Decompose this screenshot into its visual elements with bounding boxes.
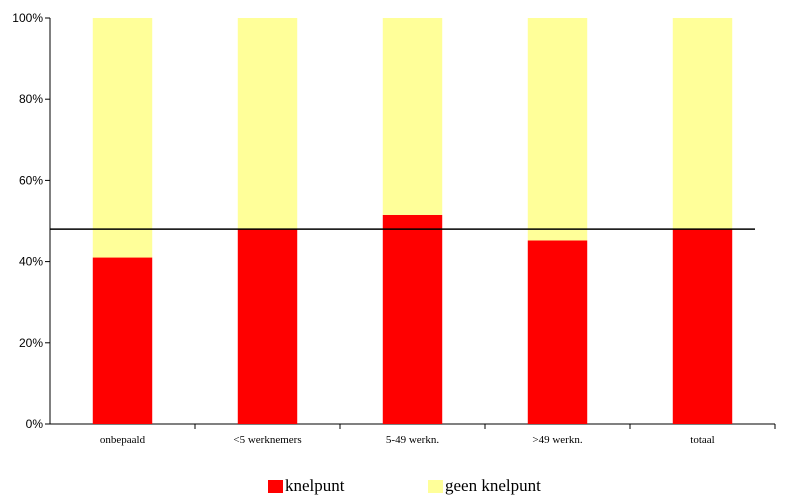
x-tick-label: onbepaald	[100, 434, 146, 446]
y-tick-label: 20%	[19, 336, 43, 350]
bar-knelpunt	[382, 214, 443, 424]
bar-geen-knelpunt	[237, 18, 298, 230]
legend: knelpunt geen knelpunt	[268, 476, 541, 495]
x-tick-label: <5 werknemers	[233, 434, 301, 446]
bar-geen-knelpunt	[382, 18, 443, 215]
y-axis-ticks: 0% 20% 40% 60% 80% 100%	[12, 11, 50, 431]
y-tick-label: 60%	[19, 173, 43, 187]
legend-swatch-geen-knelpunt	[428, 480, 443, 493]
y-tick-label: 40%	[19, 255, 43, 269]
bar-knelpunt	[672, 229, 733, 424]
y-tick-label: 80%	[19, 92, 43, 106]
x-tick-label: >49 werkn.	[532, 434, 582, 446]
y-tick-label: 0%	[26, 417, 44, 431]
bar-knelpunt	[527, 240, 588, 424]
bar-knelpunt	[92, 257, 153, 424]
legend-label-knelpunt: knelpunt	[285, 476, 345, 495]
x-axis-ticks: onbepaald <5 werknemers 5-49 werkn. >49 wer…	[100, 424, 776, 446]
bar-geen-knelpunt	[672, 18, 733, 230]
x-tick-label: totaal	[690, 434, 714, 446]
y-tick-label: 100%	[12, 11, 43, 25]
x-tick-label: 5-49 werkn.	[386, 434, 439, 446]
legend-label-geen-knelpunt: geen knelpunt	[445, 476, 541, 495]
bar-group	[92, 18, 733, 424]
bar-knelpunt	[237, 229, 298, 424]
bar-geen-knelpunt	[92, 18, 153, 258]
bar-geen-knelpunt	[527, 18, 588, 241]
legend-swatch-knelpunt	[268, 480, 283, 493]
